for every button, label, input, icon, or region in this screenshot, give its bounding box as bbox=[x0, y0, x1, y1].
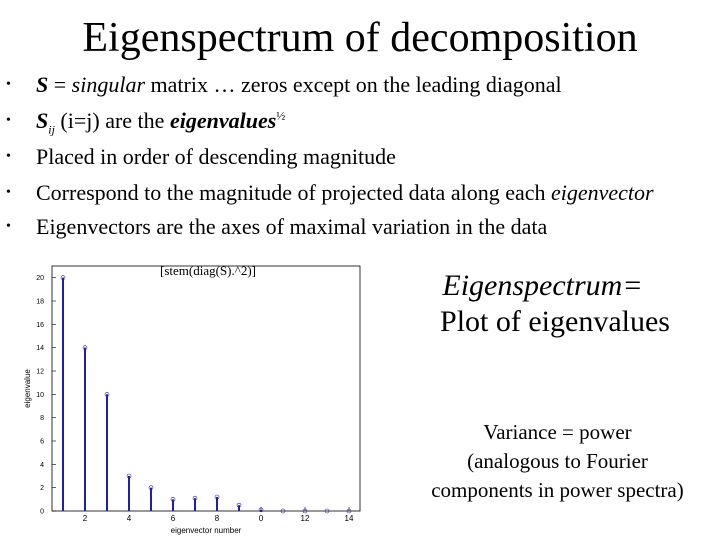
stem-marker bbox=[60, 275, 66, 280]
y-tick-label: 10 bbox=[36, 392, 44, 399]
bullet-dot: • bbox=[6, 77, 11, 92]
x-tick-label: 8 bbox=[215, 514, 220, 523]
text: eigenvalues bbox=[169, 108, 277, 133]
stem-marker bbox=[170, 497, 176, 502]
x-tick-label: 14 bbox=[345, 514, 354, 523]
stem-marker bbox=[126, 473, 132, 479]
y-tick-label: 4 bbox=[40, 462, 44, 469]
chart-annotation: [stem(diag(S).^2)] bbox=[160, 263, 256, 278]
x-tick-label: 2 bbox=[83, 514, 88, 523]
y-tick-label: 18 bbox=[36, 299, 44, 306]
y-axis-label: eigenvalue bbox=[23, 369, 32, 408]
bullet-dot: • bbox=[6, 113, 11, 128]
bullet-dot: • bbox=[6, 219, 11, 234]
plot-frame bbox=[51, 265, 361, 512]
stem-marker bbox=[214, 494, 220, 500]
bullet: • Eigenvectors are the axes of maximal va… bbox=[6, 214, 548, 240]
bullet-dot: • bbox=[6, 185, 11, 200]
right-heading: Eigenspectrum= Plot of eigenvalues bbox=[420, 268, 690, 340]
stem-marker bbox=[104, 392, 110, 397]
text: matrix … zeros except on the leading dia… bbox=[145, 72, 562, 97]
y-tick-label: 16 bbox=[36, 322, 44, 329]
stem-marker bbox=[236, 502, 242, 508]
stem-chart: [stem(diag(S).^2)] 0 2 4 6 8 10 12 14 16 18 20 2 4 6 8… bbox=[23, 263, 361, 535]
text: Placed in order of descending magnitude bbox=[36, 144, 396, 169]
bullet: • S = singular matrix … zeros except on t… bbox=[6, 72, 562, 98]
text: Correspond to the magnitude of projected… bbox=[36, 180, 551, 205]
slide-title: Eigenspectrum of decomposition bbox=[82, 15, 638, 61]
text: ij bbox=[48, 122, 55, 137]
text: eigenvector bbox=[551, 180, 654, 205]
x-tick-label: 0 bbox=[259, 514, 264, 523]
text: (i=j) are the bbox=[54, 108, 170, 133]
y-tick-label: 6 bbox=[40, 439, 44, 446]
x-tick-label: 12 bbox=[301, 514, 310, 523]
text: components in power spectra) bbox=[431, 478, 684, 502]
x-tick-label: 6 bbox=[171, 514, 176, 523]
y-tick-label: 14 bbox=[36, 345, 44, 352]
bullet-dot: • bbox=[6, 149, 11, 164]
bullet: • Sij (i=j) are the eigenvalues½ bbox=[6, 108, 286, 137]
text: S bbox=[36, 72, 49, 97]
text: (analogous to Fourier bbox=[467, 449, 648, 473]
text: ½ bbox=[276, 108, 286, 123]
stem-marker bbox=[324, 508, 330, 514]
text: singular bbox=[71, 72, 146, 97]
text: = bbox=[48, 72, 72, 97]
y-tick-label: 0 bbox=[40, 509, 44, 516]
text: Eigenspectrum= bbox=[442, 269, 643, 302]
x-tick-label: 4 bbox=[127, 514, 132, 523]
x-axis-label: eigenvector number bbox=[171, 526, 242, 535]
text: Eigenvectors are the axes of maximal var… bbox=[36, 214, 548, 239]
y-tick-label: 20 bbox=[36, 275, 44, 282]
stem-marker bbox=[82, 345, 88, 350]
text: Variance = power bbox=[483, 420, 632, 444]
stem-marker bbox=[258, 507, 264, 513]
stem-marker bbox=[148, 485, 154, 490]
right-note: Variance = power (analogous to Fourier c… bbox=[405, 418, 710, 505]
y-tick-label: 2 bbox=[40, 485, 44, 492]
bullet: • Placed in order of descending magnitude bbox=[6, 144, 396, 170]
y-tick-label: 12 bbox=[36, 369, 44, 376]
y-tick-label: 8 bbox=[40, 415, 44, 422]
stem-marker bbox=[192, 495, 198, 501]
stem-marker bbox=[280, 508, 286, 514]
bullet: • Correspond to the magnitude of projecte… bbox=[6, 180, 654, 206]
stem-marker bbox=[302, 508, 308, 514]
text: S bbox=[36, 108, 49, 133]
stem-marker bbox=[346, 508, 352, 514]
text: Plot of eigenvalues bbox=[440, 305, 670, 338]
